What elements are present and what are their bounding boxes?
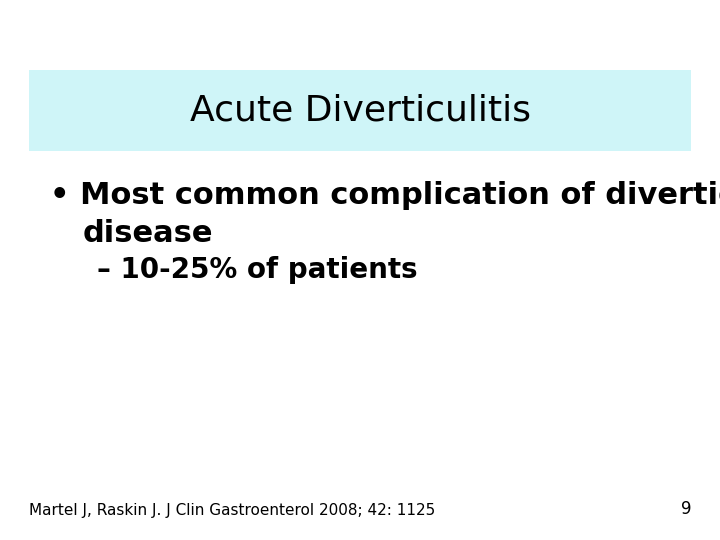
Text: disease: disease [83, 219, 213, 248]
Text: Martel J, Raskin J. J Clin Gastroenterol 2008; 42: 1125: Martel J, Raskin J. J Clin Gastroenterol… [29, 503, 435, 518]
Text: 9: 9 [680, 501, 691, 518]
Text: • Most common complication of diverticular: • Most common complication of diverticul… [50, 181, 720, 210]
Text: Acute Diverticulitis: Acute Diverticulitis [189, 94, 531, 127]
Text: – 10-25% of patients: – 10-25% of patients [97, 256, 418, 285]
Bar [29, 70, 691, 151]
